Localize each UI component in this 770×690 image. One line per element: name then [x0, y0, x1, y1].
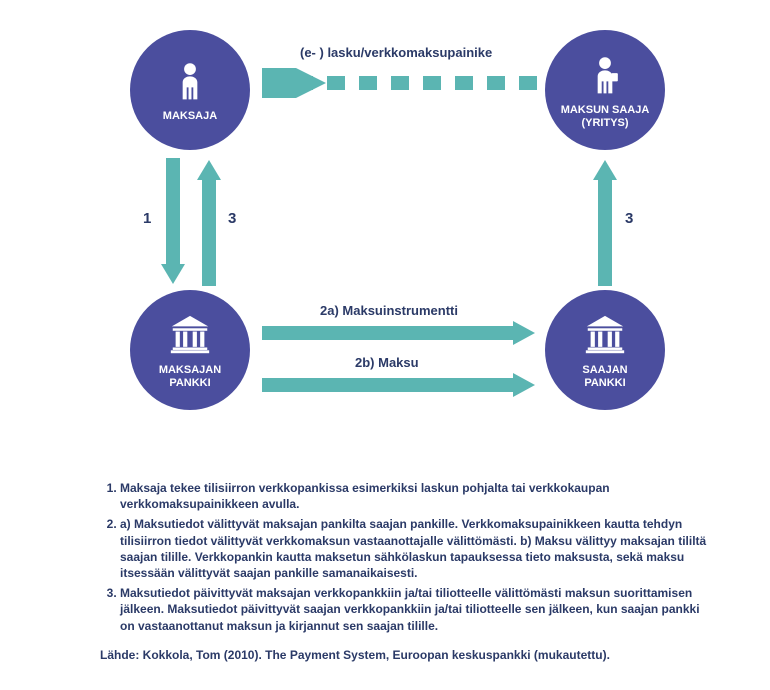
edge-invoice-arrow	[262, 68, 537, 98]
note-item-3: Maksutiedot päivittyvät maksajan verkkop…	[120, 585, 710, 634]
person-icon	[165, 56, 215, 106]
payment-flow-diagram: MAKSAJA MAKSUN SAAJA (YRITYS)	[0, 0, 770, 470]
edge-step3-right-arrow	[590, 158, 620, 286]
edge-step3-left-arrow	[194, 158, 224, 286]
node-payer-label: MAKSAJA	[163, 110, 217, 123]
source-citation: Lähde: Kokkola, Tom (2010). The Payment …	[100, 648, 710, 662]
node-payee-bank-label: SAAJAN PANKKI	[582, 364, 627, 390]
edge-step2b-label: 2b) Maksu	[355, 355, 419, 370]
bank-icon	[580, 310, 630, 360]
edge-step2a-label: 2a) Maksuinstrumentti	[320, 303, 458, 318]
node-payer: MAKSAJA	[130, 30, 250, 150]
edge-step3-left-label: 3	[228, 210, 236, 227]
note-item-1: Maksaja tekee tilisiirron verkkopankissa…	[120, 480, 710, 512]
edge-step2b-arrow	[262, 370, 537, 400]
edge-step1-arrow	[158, 158, 188, 286]
edge-step3-right-label: 3	[625, 210, 633, 227]
bank-icon	[165, 310, 215, 360]
edge-invoice-label: (e- ) lasku/verkkomaksupainike	[300, 45, 492, 60]
node-payer-bank: MAKSAJAN PANKKI	[130, 290, 250, 410]
node-payee-label: MAKSUN SAAJA (YRITYS)	[561, 104, 650, 130]
node-payee-bank: SAAJAN PANKKI	[545, 290, 665, 410]
node-payee: MAKSUN SAAJA (YRITYS)	[545, 30, 665, 150]
edge-step1-label: 1	[143, 210, 151, 227]
business-person-icon	[580, 50, 630, 100]
explanation-notes: Maksaja tekee tilisiirron verkkopankissa…	[100, 480, 710, 662]
note-item-2: a) Maksutiedot välittyvät maksajan panki…	[120, 516, 710, 581]
node-payer-bank-label: MAKSAJAN PANKKI	[159, 364, 221, 390]
edge-step2a-arrow	[262, 318, 537, 348]
